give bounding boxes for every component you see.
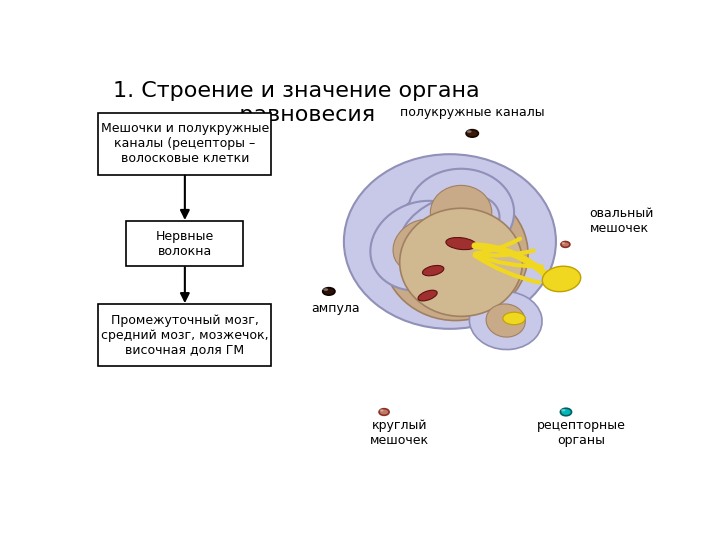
Ellipse shape xyxy=(542,266,581,292)
Ellipse shape xyxy=(383,187,528,321)
Text: полукружные каналы: полукружные каналы xyxy=(400,106,544,119)
FancyBboxPatch shape xyxy=(126,221,243,266)
Ellipse shape xyxy=(562,242,565,244)
Ellipse shape xyxy=(423,266,444,276)
Text: круглый
мешочек: круглый мешочек xyxy=(370,419,429,447)
Ellipse shape xyxy=(379,409,384,411)
Ellipse shape xyxy=(466,130,478,137)
Ellipse shape xyxy=(486,304,526,337)
Ellipse shape xyxy=(323,288,335,295)
Ellipse shape xyxy=(344,154,556,329)
FancyBboxPatch shape xyxy=(99,304,271,366)
Ellipse shape xyxy=(379,409,389,415)
Text: Мешочки и полукружные
каналы (рецепторы –
волосковые клетки: Мешочки и полукружные каналы (рецепторы … xyxy=(101,122,269,165)
Text: Промежуточный мозг,
средний мозг, мозжечок,
височная доля ГМ: Промежуточный мозг, средний мозг, мозжеч… xyxy=(101,314,269,356)
Ellipse shape xyxy=(467,130,472,133)
Ellipse shape xyxy=(469,292,542,349)
Ellipse shape xyxy=(323,288,328,291)
Ellipse shape xyxy=(561,409,565,411)
Ellipse shape xyxy=(393,219,451,272)
Ellipse shape xyxy=(418,290,437,301)
Ellipse shape xyxy=(431,185,492,239)
Ellipse shape xyxy=(421,210,479,248)
Ellipse shape xyxy=(400,208,523,316)
Ellipse shape xyxy=(446,238,476,249)
Ellipse shape xyxy=(560,408,572,416)
Ellipse shape xyxy=(400,194,500,264)
Text: 1. Строение и значение органа
   равновесия: 1. Строение и значение органа равновесия xyxy=(113,82,480,125)
Text: рецепторные
органы: рецепторные органы xyxy=(536,419,626,447)
Text: ампула: ампула xyxy=(311,301,360,314)
Text: Нервные
волокна: Нервные волокна xyxy=(156,230,214,258)
Ellipse shape xyxy=(503,312,525,325)
Text: овальный
мешочек: овальный мешочек xyxy=(590,207,654,235)
Ellipse shape xyxy=(370,201,474,291)
Ellipse shape xyxy=(408,168,514,256)
FancyBboxPatch shape xyxy=(99,113,271,175)
Ellipse shape xyxy=(561,241,570,247)
